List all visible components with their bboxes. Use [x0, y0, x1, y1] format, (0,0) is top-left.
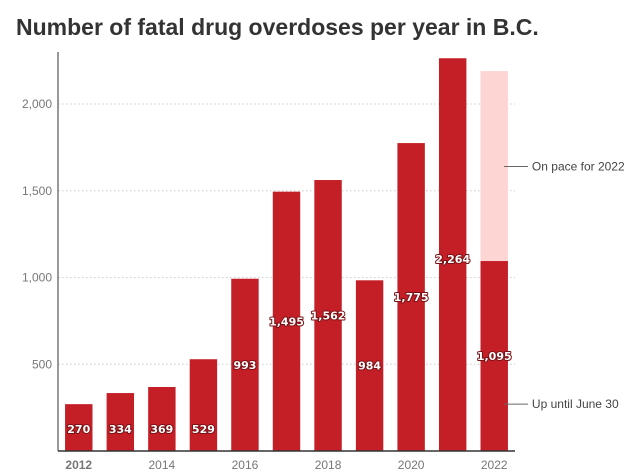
bar — [106, 393, 135, 451]
y-tick-label: 2,000 — [22, 97, 52, 111]
y-axis-tick-labels: 500 1,000 1,500 2,000 — [22, 97, 52, 371]
bar-value-label: 334 — [109, 423, 132, 436]
bar-value-label: 984 — [358, 360, 381, 373]
y-tick-label: 1,000 — [22, 271, 52, 285]
bar-value-label: 1,095 — [477, 350, 512, 363]
annotation-label: On pace for 2022 — [532, 159, 624, 173]
bar — [272, 191, 301, 451]
x-tick-label: 2020 — [398, 458, 425, 472]
bar — [231, 278, 259, 451]
x-tick-label: 2022 — [481, 458, 508, 472]
annotations: On pace for 2022 Up until June 30 — [503, 159, 624, 411]
bar-value-label: 1,562 — [311, 310, 346, 323]
bar — [65, 404, 93, 451]
y-tick-label: 500 — [32, 357, 52, 371]
bar-value-label: 1,775 — [394, 291, 429, 304]
bar-value-labels: 270 334 369 529 993 1,495 1,562 984 1,775 2,264 1,… — [66, 252, 512, 437]
y-tick-label: 1,500 — [22, 184, 52, 198]
bar — [314, 180, 342, 451]
bar-value-label: 993 — [233, 359, 256, 372]
x-axis-tick-labels: 2012 2014 2016 2018 2020 2022 — [65, 458, 507, 472]
bar-value-label: 2,264 — [435, 253, 470, 266]
bars — [65, 58, 508, 452]
bar — [355, 280, 384, 451]
bar — [397, 143, 425, 451]
bar-value-label: 270 — [67, 423, 90, 436]
x-tick-label: 2014 — [149, 458, 176, 472]
bar — [189, 359, 218, 451]
bar — [438, 58, 467, 452]
bar-value-label: 1,495 — [269, 315, 304, 328]
chart-title: Number of fatal drug overdoses per year … — [16, 14, 539, 40]
bar-value-label: 369 — [150, 423, 173, 436]
annotation-label: Up until June 30 — [532, 397, 619, 411]
bar — [480, 261, 508, 451]
x-tick-label: 2016 — [232, 458, 259, 472]
x-tick-label: 2018 — [315, 458, 342, 472]
x-tick-label: 2012 — [65, 458, 92, 472]
bar-value-label: 529 — [192, 423, 215, 436]
bar — [148, 386, 176, 451]
